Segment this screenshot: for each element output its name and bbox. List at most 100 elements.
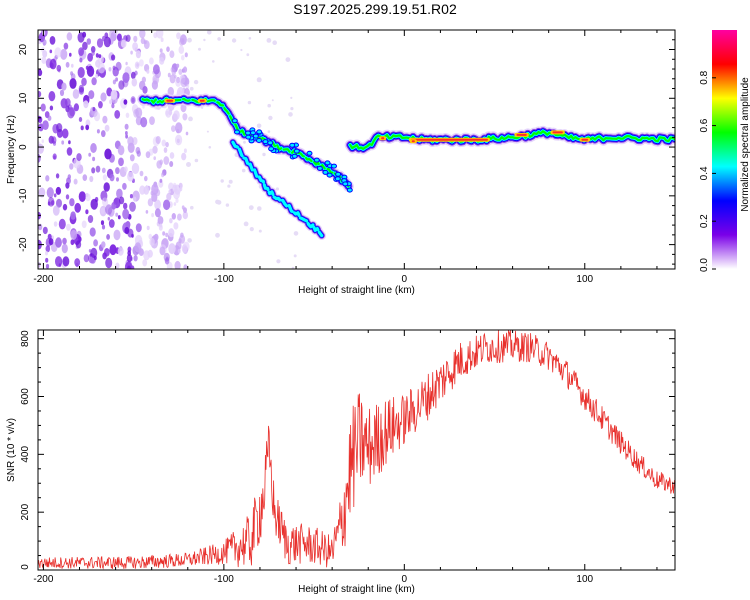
noise-blob	[92, 156, 96, 162]
noise-blob	[161, 139, 167, 147]
noise-blob	[129, 154, 135, 162]
noise-blob	[134, 242, 142, 253]
noise-blob	[153, 156, 156, 161]
noise-blob	[55, 256, 63, 267]
noise-dot	[208, 146, 212, 149]
x-tick-label: -200	[33, 274, 53, 285]
ridge-speckle	[252, 133, 259, 139]
hot-spot-core	[410, 138, 488, 141]
noise-blob	[172, 184, 178, 193]
noise-blob	[60, 98, 68, 109]
noise-blob	[140, 117, 148, 128]
noise-dot	[248, 37, 252, 40]
noise-blob	[169, 74, 176, 84]
noise-blob	[91, 167, 96, 174]
noise-dot	[288, 112, 293, 117]
noise-blob	[185, 131, 189, 136]
noise-blob	[159, 178, 163, 183]
noise-blob	[169, 161, 174, 167]
noise-blob	[55, 237, 62, 248]
noise-blob	[80, 125, 84, 131]
noise-blob	[168, 182, 174, 191]
noise-dot	[268, 115, 273, 121]
noise-dot	[187, 238, 192, 243]
noise-dot	[212, 60, 215, 63]
noise-dot	[225, 203, 230, 207]
noise-dot	[200, 106, 204, 110]
noise-blob	[90, 247, 98, 258]
noise-dot	[291, 266, 295, 269]
noise-blob	[126, 254, 133, 263]
noise-blob	[176, 128, 180, 134]
noise-blob	[45, 263, 50, 269]
noise-blob	[98, 54, 102, 59]
noise-blob	[173, 202, 177, 206]
noise-dot	[247, 100, 252, 105]
noise-blob	[153, 64, 160, 75]
noise-blob	[175, 198, 179, 204]
noise-blob	[76, 153, 82, 162]
noise-dot	[198, 47, 201, 51]
noise-blob	[134, 61, 140, 69]
noise-blob	[145, 151, 151, 159]
ridge-speckle	[342, 181, 349, 187]
noise-dot	[217, 37, 221, 41]
noise-blob	[148, 233, 153, 240]
x-tick-label: 100	[576, 274, 593, 285]
noise-dot	[241, 168, 246, 173]
noise-dot	[194, 158, 199, 163]
noise-blob	[130, 96, 136, 105]
chart-title: S197.2025.299.19.51.R02	[293, 1, 457, 17]
noise-dot	[290, 96, 293, 99]
noise-blob	[79, 57, 83, 63]
noise-blob	[90, 198, 98, 210]
noise-dot	[258, 229, 262, 233]
noise-blob	[133, 35, 138, 43]
hot-spot-core	[199, 99, 205, 102]
noise-blob	[171, 69, 176, 76]
noise-blob	[139, 80, 146, 91]
noise-blob	[61, 140, 65, 145]
noise-blob	[45, 245, 51, 253]
noise-blob	[115, 212, 119, 217]
noise-blob	[104, 124, 110, 132]
noise-blob	[107, 216, 111, 221]
noise-blob	[145, 210, 149, 214]
noise-blob	[53, 193, 57, 198]
noise-dot	[220, 179, 224, 183]
noise-blob	[67, 174, 72, 180]
noise-blob	[70, 211, 76, 220]
noise-blob	[47, 197, 55, 207]
noise-blob	[78, 117, 83, 122]
noise-blob	[72, 89, 80, 99]
noise-dot	[256, 77, 262, 83]
noise-blob	[63, 42, 69, 50]
noise-blob	[124, 166, 128, 173]
noise-dot	[249, 227, 254, 232]
noise-blob	[75, 240, 82, 249]
noise-blob	[112, 79, 116, 85]
noise-blob	[143, 40, 150, 50]
noise-blob	[103, 36, 111, 48]
noise-blob	[111, 103, 115, 109]
noise-blob	[68, 140, 71, 145]
noise-blob	[159, 223, 163, 228]
ridge-speckle	[331, 163, 337, 169]
hot-spot-core	[166, 99, 174, 102]
noise-dot	[190, 205, 194, 210]
noise-blob	[163, 199, 171, 211]
noise-blob	[102, 35, 106, 42]
ridge-speckle	[313, 157, 320, 163]
noise-blob	[139, 170, 144, 177]
noise-blob	[106, 234, 110, 240]
noise-blob	[95, 165, 101, 173]
noise-dot	[228, 179, 233, 184]
hot-spot-core	[552, 131, 563, 134]
ridge-speckle	[334, 176, 341, 182]
noise-blob	[165, 141, 169, 148]
noise-blob	[100, 92, 107, 102]
noise-dot	[193, 79, 199, 85]
ridge-speckle	[231, 118, 238, 124]
noise-blob	[159, 48, 163, 53]
noise-blob	[109, 30, 117, 40]
